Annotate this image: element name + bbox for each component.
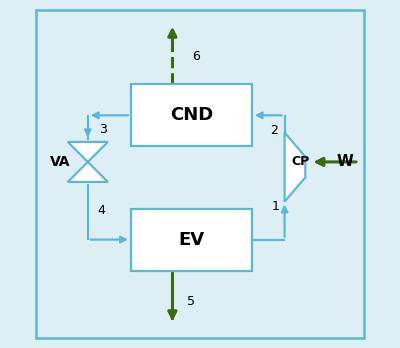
- FancyBboxPatch shape: [131, 208, 252, 271]
- FancyBboxPatch shape: [36, 10, 364, 338]
- Text: 1: 1: [272, 200, 280, 213]
- Text: CP: CP: [291, 156, 309, 168]
- Text: 3: 3: [100, 122, 107, 136]
- Text: W: W: [336, 155, 354, 169]
- Text: 5: 5: [187, 295, 195, 308]
- Text: VA: VA: [50, 155, 70, 169]
- Polygon shape: [68, 142, 108, 182]
- Text: EV: EV: [178, 231, 204, 248]
- Text: CND: CND: [170, 106, 213, 124]
- Text: 2: 2: [270, 124, 278, 137]
- Text: 6: 6: [193, 50, 200, 63]
- Polygon shape: [284, 133, 305, 201]
- FancyBboxPatch shape: [131, 84, 252, 147]
- Text: 4: 4: [98, 204, 106, 217]
